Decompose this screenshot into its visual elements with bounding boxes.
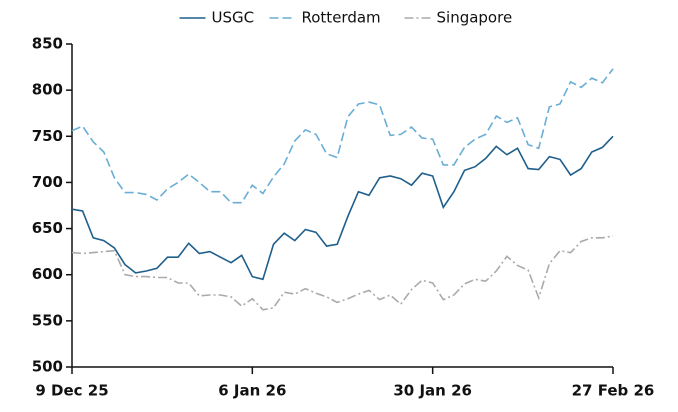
y-tick-label: 700 (32, 173, 63, 191)
x-tick-label: 30 Jan 26 (393, 382, 472, 400)
y-tick-label: 750 (32, 127, 63, 145)
y-tick-label: 850 (32, 35, 63, 53)
series-line (71, 68, 614, 204)
series-line (71, 135, 614, 281)
legend-label: USGC (212, 9, 255, 27)
y-tick-label: 800 (32, 81, 63, 99)
x-tick-label: 9 Dec 25 (35, 382, 108, 400)
x-tick-label: 6 Jan 26 (218, 382, 286, 400)
legend-label: Rotterdam (302, 9, 381, 27)
y-tick-label: 500 (32, 358, 63, 376)
y-tick-label: 550 (32, 311, 63, 329)
y-tick-label: 650 (32, 219, 63, 237)
legend-label: Singapore (437, 9, 513, 27)
series-line (71, 235, 614, 311)
y-tick-label: 600 (32, 265, 63, 283)
x-tick-label: 27 Feb 26 (572, 382, 655, 400)
